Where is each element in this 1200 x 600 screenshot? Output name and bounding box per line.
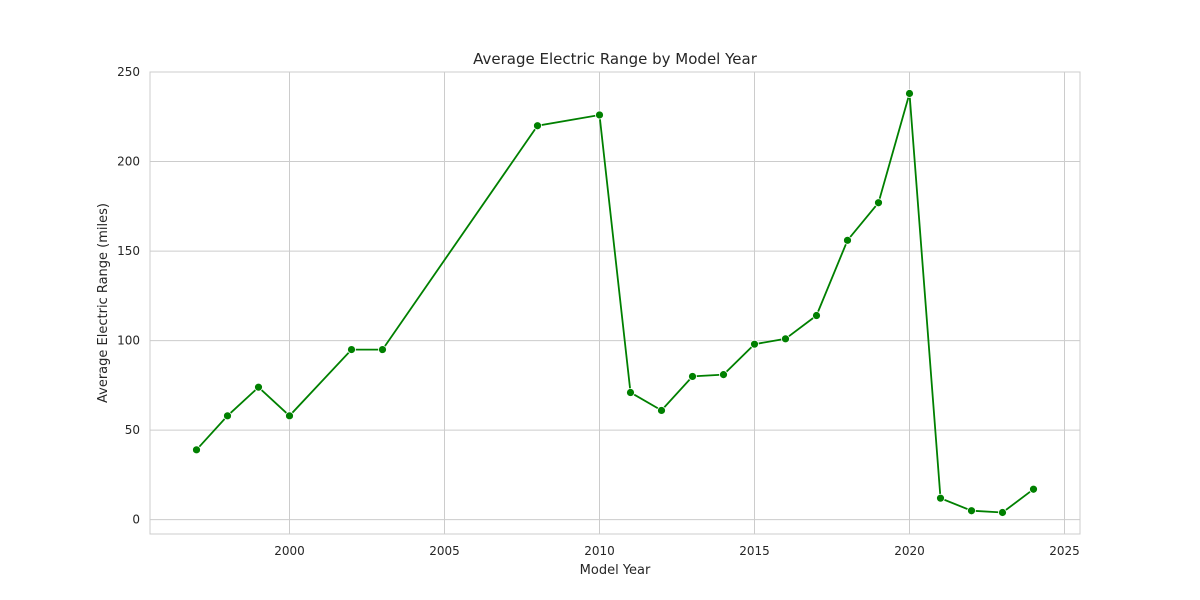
plot-frame	[149, 71, 1081, 535]
x-axis-label: Model Year	[580, 563, 651, 578]
series-line	[195, 93, 1035, 514]
x-tick-label: 2000	[274, 544, 305, 558]
chart-title: Average Electric Range by Model Year	[473, 50, 758, 68]
y-tick-label: 250	[117, 65, 140, 79]
data-point	[657, 406, 666, 415]
data-point	[843, 235, 852, 245]
grid	[150, 71, 1080, 534]
data-point	[812, 311, 821, 320]
y-tick-label: 200	[117, 155, 140, 169]
x-tick-label: 2010	[584, 544, 615, 558]
data-point	[781, 334, 790, 344]
data-point	[936, 493, 945, 503]
data-point	[905, 89, 914, 98]
x-tick-label: 2005	[429, 544, 460, 558]
data-point	[378, 345, 387, 354]
data-point	[1029, 484, 1038, 494]
x-axis-ticks: 2000 2005 2010 2015 2020 2025	[274, 544, 1080, 558]
x-tick-label: 2020	[894, 544, 925, 558]
data-point	[998, 508, 1007, 517]
data-point	[254, 382, 263, 392]
data-point	[533, 121, 542, 131]
data-point	[347, 345, 356, 354]
data-point	[719, 370, 728, 380]
data-point	[595, 110, 604, 120]
x-tick-label: 2025	[1049, 544, 1080, 558]
y-tick-label: 0	[132, 513, 140, 527]
data-point	[750, 339, 759, 349]
y-axis-ticks: 0 50 100 150 200 250	[117, 65, 140, 527]
x-tick-label: 2015	[739, 544, 770, 558]
series	[192, 89, 1038, 517]
y-tick-label: 50	[125, 423, 140, 437]
data-point	[874, 198, 883, 208]
data-point	[192, 445, 201, 455]
y-tick-label: 100	[117, 334, 140, 348]
data-point	[967, 506, 976, 516]
data-point	[285, 411, 294, 421]
y-tick-label: 150	[117, 244, 140, 258]
data-point	[626, 388, 635, 397]
data-point	[223, 411, 232, 421]
y-axis-label: Average Electric Range (miles)	[96, 203, 111, 403]
data-point	[688, 372, 697, 381]
